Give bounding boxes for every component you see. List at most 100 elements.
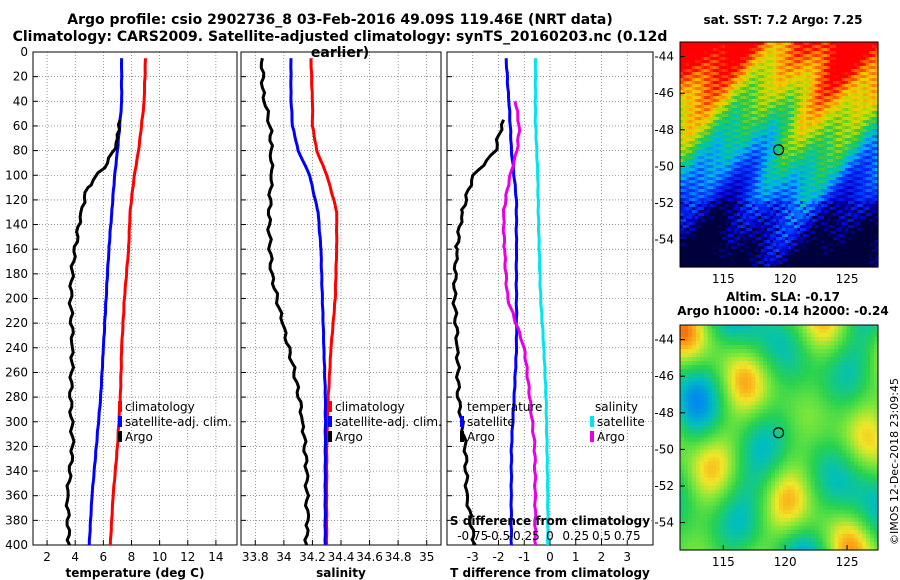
map-frame xyxy=(679,41,879,268)
y-tick-label: 240 xyxy=(5,341,28,355)
series-line-s-argo xyxy=(501,101,538,546)
legend-swatch xyxy=(118,416,122,427)
y-tick-label: 340 xyxy=(5,464,28,478)
series-line-t-argo xyxy=(451,119,505,546)
x2-tick-label: 0.25 xyxy=(562,529,589,543)
y-tick-label: 160 xyxy=(5,242,28,256)
x-tick-label: 0 xyxy=(546,550,554,564)
y-tick-label: 180 xyxy=(5,267,28,281)
map-y-tick-label: -54 xyxy=(654,233,674,247)
legend-label: climatology xyxy=(125,400,195,414)
legend-swatch xyxy=(590,431,594,442)
series-line-argo xyxy=(64,119,122,546)
map-y-tick-label: -44 xyxy=(654,50,674,64)
x-tick-label: 34.2 xyxy=(299,550,326,564)
legend-swatch xyxy=(328,431,332,442)
series-line-s-satellite xyxy=(533,58,550,546)
chart-title: Argo profile: csio 2902736_8 03-Feb-2016… xyxy=(67,12,613,28)
x2-tick-label: -0.25 xyxy=(509,529,540,543)
y-tick-label: 60 xyxy=(13,119,28,133)
y-tick-label: 20 xyxy=(13,70,28,84)
x-tick-label: 34.4 xyxy=(328,550,355,564)
panel-salinity xyxy=(240,51,442,546)
sst-map-title: sat. SST: 7.2 Argo: 7.25 xyxy=(703,13,863,27)
map-y-tick-label: -46 xyxy=(654,86,674,100)
profile-location-marker xyxy=(772,144,785,156)
x-tick-label: 34.6 xyxy=(356,550,383,564)
legend-swatch xyxy=(460,416,464,427)
legend-title: temperature xyxy=(467,400,542,414)
map-x-tick-label: 120 xyxy=(774,555,797,569)
map-y-tick-label: -50 xyxy=(654,442,674,456)
y-tick-label: 100 xyxy=(5,168,28,182)
legend-label: Argo xyxy=(125,430,153,444)
map-y-tick-label: -52 xyxy=(654,196,674,210)
y-tick-label: 280 xyxy=(5,390,28,404)
legend-label: Argo xyxy=(467,430,495,444)
legend-label: satellite-adj. clim. xyxy=(125,415,232,429)
legend-swatch xyxy=(590,416,594,427)
y-tick-label: 320 xyxy=(5,439,28,453)
x-tick-label: 14 xyxy=(208,550,223,564)
x-tick-label: 35 xyxy=(419,550,434,564)
map-x-tick-label: 115 xyxy=(712,272,735,286)
x-tick-label: 33.8 xyxy=(242,550,269,564)
x-tick-label: 12 xyxy=(180,550,195,564)
map-sla_map xyxy=(679,324,879,551)
x-tick-label: 1 xyxy=(572,550,580,564)
x2-tick-label: 0.5 xyxy=(592,529,611,543)
x2-tick-label: 0.75 xyxy=(614,529,641,543)
y-tick-label: 0 xyxy=(20,45,28,59)
y-tick-label: 120 xyxy=(5,193,28,207)
y-tick-label: 400 xyxy=(5,538,28,552)
legend-title: salinity xyxy=(595,400,638,414)
map-x-tick-label: 115 xyxy=(712,555,735,569)
map-y-tick-label: -48 xyxy=(654,123,674,137)
x-tick-label: -1 xyxy=(518,550,530,564)
legend-label: satellite xyxy=(467,415,515,429)
chart-subtitle: Climatology: CARS2009. Satellite-adjuste… xyxy=(12,29,668,61)
x-tick-label: -2 xyxy=(493,550,505,564)
legend-swatch xyxy=(118,431,122,442)
legend-swatch xyxy=(328,401,332,412)
panel-difference xyxy=(446,51,654,546)
x-tick-label: 10 xyxy=(152,550,167,564)
x-tick-label: 2 xyxy=(43,550,51,564)
map-y-tick-label: -48 xyxy=(654,406,674,420)
watermark: ©IMOS 12-Dec-2018 23:09:45 xyxy=(888,378,900,545)
x2-axis-label: S difference from climatology xyxy=(450,514,650,528)
y-tick-label: 260 xyxy=(5,365,28,379)
map-y-tick-label: -52 xyxy=(654,479,674,493)
x2-tick-label: -0.75 xyxy=(457,529,488,543)
series-line-satellite-adj--clim- xyxy=(289,58,328,546)
map-sst_map xyxy=(679,41,879,268)
y-tick-label: 200 xyxy=(5,292,28,306)
series-line-argo xyxy=(259,57,311,546)
map-x-tick-label: 125 xyxy=(836,555,859,569)
sla-map-title: Altim. SLA: -0.17 xyxy=(726,290,840,304)
series-line-t-satellite xyxy=(504,58,519,546)
legend-label: Argo xyxy=(597,430,625,444)
legend-swatch xyxy=(460,431,464,442)
y-tick-label: 80 xyxy=(13,144,28,158)
legend-label: climatology xyxy=(335,400,405,414)
legend-label: satellite-adj. clim. xyxy=(335,415,442,429)
map-frame xyxy=(679,324,879,551)
map-y-tick-label: -54 xyxy=(654,516,674,530)
x-tick-label: 34 xyxy=(276,550,291,564)
x-tick-label: 34.8 xyxy=(385,550,412,564)
profile-location-marker xyxy=(772,427,785,439)
legend-swatch xyxy=(328,416,332,427)
legend-swatch xyxy=(118,401,122,412)
series-line-satellite-adj--clim- xyxy=(87,58,124,545)
x-axis-label: salinity xyxy=(316,566,366,580)
panel-temperature xyxy=(32,51,238,546)
map-y-tick-label: -46 xyxy=(654,369,674,383)
legend-label: Argo xyxy=(335,430,363,444)
y-tick-label: 360 xyxy=(5,489,28,503)
x-tick-label: -3 xyxy=(467,550,479,564)
y-tick-label: 40 xyxy=(13,94,28,108)
y-tick-label: 220 xyxy=(5,316,28,330)
legend-label: satellite xyxy=(597,415,645,429)
